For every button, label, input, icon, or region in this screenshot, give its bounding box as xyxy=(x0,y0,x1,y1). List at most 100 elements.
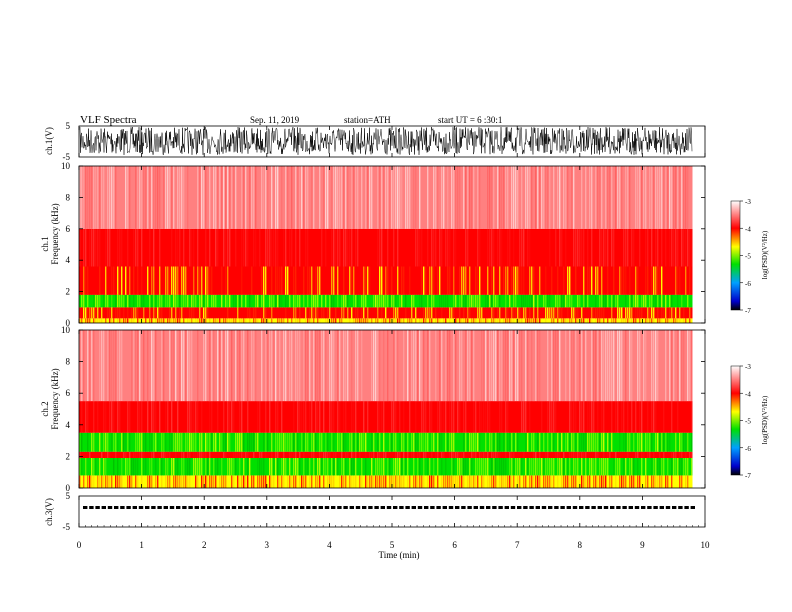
ch1-stripe xyxy=(315,228,317,267)
ch2-stripe xyxy=(629,432,631,452)
ch1-stripe xyxy=(475,166,477,229)
ch1-stripe xyxy=(145,228,147,267)
ch1-stripe xyxy=(95,266,97,295)
ch1-stripe xyxy=(267,266,269,295)
ch2-stripe xyxy=(283,401,285,433)
ch1-stripe xyxy=(635,318,637,323)
ch2-stripe xyxy=(349,432,351,452)
ch1-stripe xyxy=(165,294,167,308)
ch1-ytick-label: 2 xyxy=(66,287,71,297)
ch2-stripe xyxy=(599,401,601,433)
ch1-stripe xyxy=(463,166,465,229)
ch1-stripe xyxy=(239,166,241,229)
ch2-stripe xyxy=(249,401,251,433)
ch1-stripe xyxy=(657,318,659,323)
ch2-stripe xyxy=(423,451,425,458)
ch2-stripe xyxy=(605,475,607,488)
ch2-stripe xyxy=(563,475,565,488)
ch2-stripe xyxy=(549,432,551,452)
ch2-stripe xyxy=(485,451,487,458)
ch2-stripe xyxy=(79,458,81,476)
ch1-stripe xyxy=(305,166,307,229)
ch2-stripe xyxy=(537,475,539,488)
ch1-stripe xyxy=(685,294,687,308)
ch1-stripe xyxy=(653,307,655,319)
ch2-stripe xyxy=(665,475,667,488)
ch2-stripe xyxy=(639,401,641,433)
ch2-stripe xyxy=(475,330,477,402)
ch1-stripe xyxy=(147,307,149,319)
ch1-stripe xyxy=(481,307,483,319)
ch1-stripe xyxy=(213,266,215,295)
ch2-stripe xyxy=(601,451,603,458)
ch2-stripe xyxy=(129,475,131,488)
ch2-stripe xyxy=(521,330,523,402)
ch1-stripe xyxy=(675,228,677,267)
ch1-stripe xyxy=(653,228,655,267)
ch2-stripe xyxy=(427,451,429,458)
ch2-stripe xyxy=(241,458,243,476)
ch2-stripe xyxy=(445,330,447,402)
ch1-stripe xyxy=(107,166,109,229)
ch1-stripe xyxy=(241,228,243,267)
ch2-stripe xyxy=(377,475,379,488)
ch1-stripe xyxy=(619,318,621,323)
ch2-stripe xyxy=(549,475,551,488)
ch1-stripe xyxy=(397,294,399,308)
ch2-stripe xyxy=(341,458,343,476)
ch2-stripe xyxy=(473,432,475,452)
ch1-stripe xyxy=(489,266,491,295)
ch2-stripe xyxy=(447,475,449,488)
ch2-stripe xyxy=(129,401,131,433)
ch1-stripe xyxy=(611,266,613,295)
ch1-stripe xyxy=(237,307,239,319)
ch2-stripe xyxy=(179,458,181,476)
time-tick-label: 7 xyxy=(515,540,520,550)
ch1-stripe xyxy=(165,307,167,319)
ch1-stripe xyxy=(211,166,213,229)
ch2-stripe xyxy=(307,475,309,488)
ch1-stripe xyxy=(551,294,553,308)
ch1-stripe xyxy=(275,166,277,229)
ch1-stripe xyxy=(427,228,429,267)
ch1-stripe xyxy=(389,266,391,295)
ch2-stripe xyxy=(367,432,369,452)
ch2-stripe xyxy=(395,330,397,402)
ch1-stripe xyxy=(211,318,213,323)
ch2-stripe xyxy=(685,432,687,452)
ch1-stripe xyxy=(235,166,237,229)
ch2-stripe xyxy=(221,432,223,452)
ch2-stripe xyxy=(367,475,369,488)
ch2-stripe xyxy=(495,330,497,402)
ch1-stripe xyxy=(149,318,151,323)
ch2-stripe xyxy=(627,401,629,433)
ch1-stripe xyxy=(637,307,639,319)
ch1-stripe xyxy=(317,166,319,229)
ch2-stripe xyxy=(455,475,457,488)
ch1-stripe xyxy=(405,228,407,267)
ch1-stripe xyxy=(683,294,685,308)
ch2-stripe xyxy=(331,475,333,488)
ch2-stripe xyxy=(139,475,141,488)
ch1-stripe xyxy=(447,294,449,308)
colorbar-tick-label: -4 xyxy=(745,390,751,398)
ch2-stripe xyxy=(463,401,465,433)
ch2-stripe xyxy=(259,451,261,458)
ch1-stripe xyxy=(685,318,687,323)
ch2-stripe xyxy=(443,475,445,488)
ch2-stripe xyxy=(171,401,173,433)
ch2-stripe xyxy=(385,401,387,433)
ch1-stripe xyxy=(85,266,87,295)
ch2-stripe xyxy=(409,330,411,402)
ch2-stripe xyxy=(397,458,399,476)
ch1-stripe xyxy=(117,294,119,308)
ch1-stripe xyxy=(87,294,89,308)
ch2-stripe xyxy=(431,451,433,458)
ch1-stripe xyxy=(257,228,259,267)
ch1-stripe xyxy=(685,266,687,295)
ch1-stripe xyxy=(413,318,415,323)
ch2-stripe xyxy=(585,458,587,476)
ch1-stripe xyxy=(541,166,543,229)
ch1-stripe xyxy=(523,166,525,229)
ch2-stripe xyxy=(527,451,529,458)
